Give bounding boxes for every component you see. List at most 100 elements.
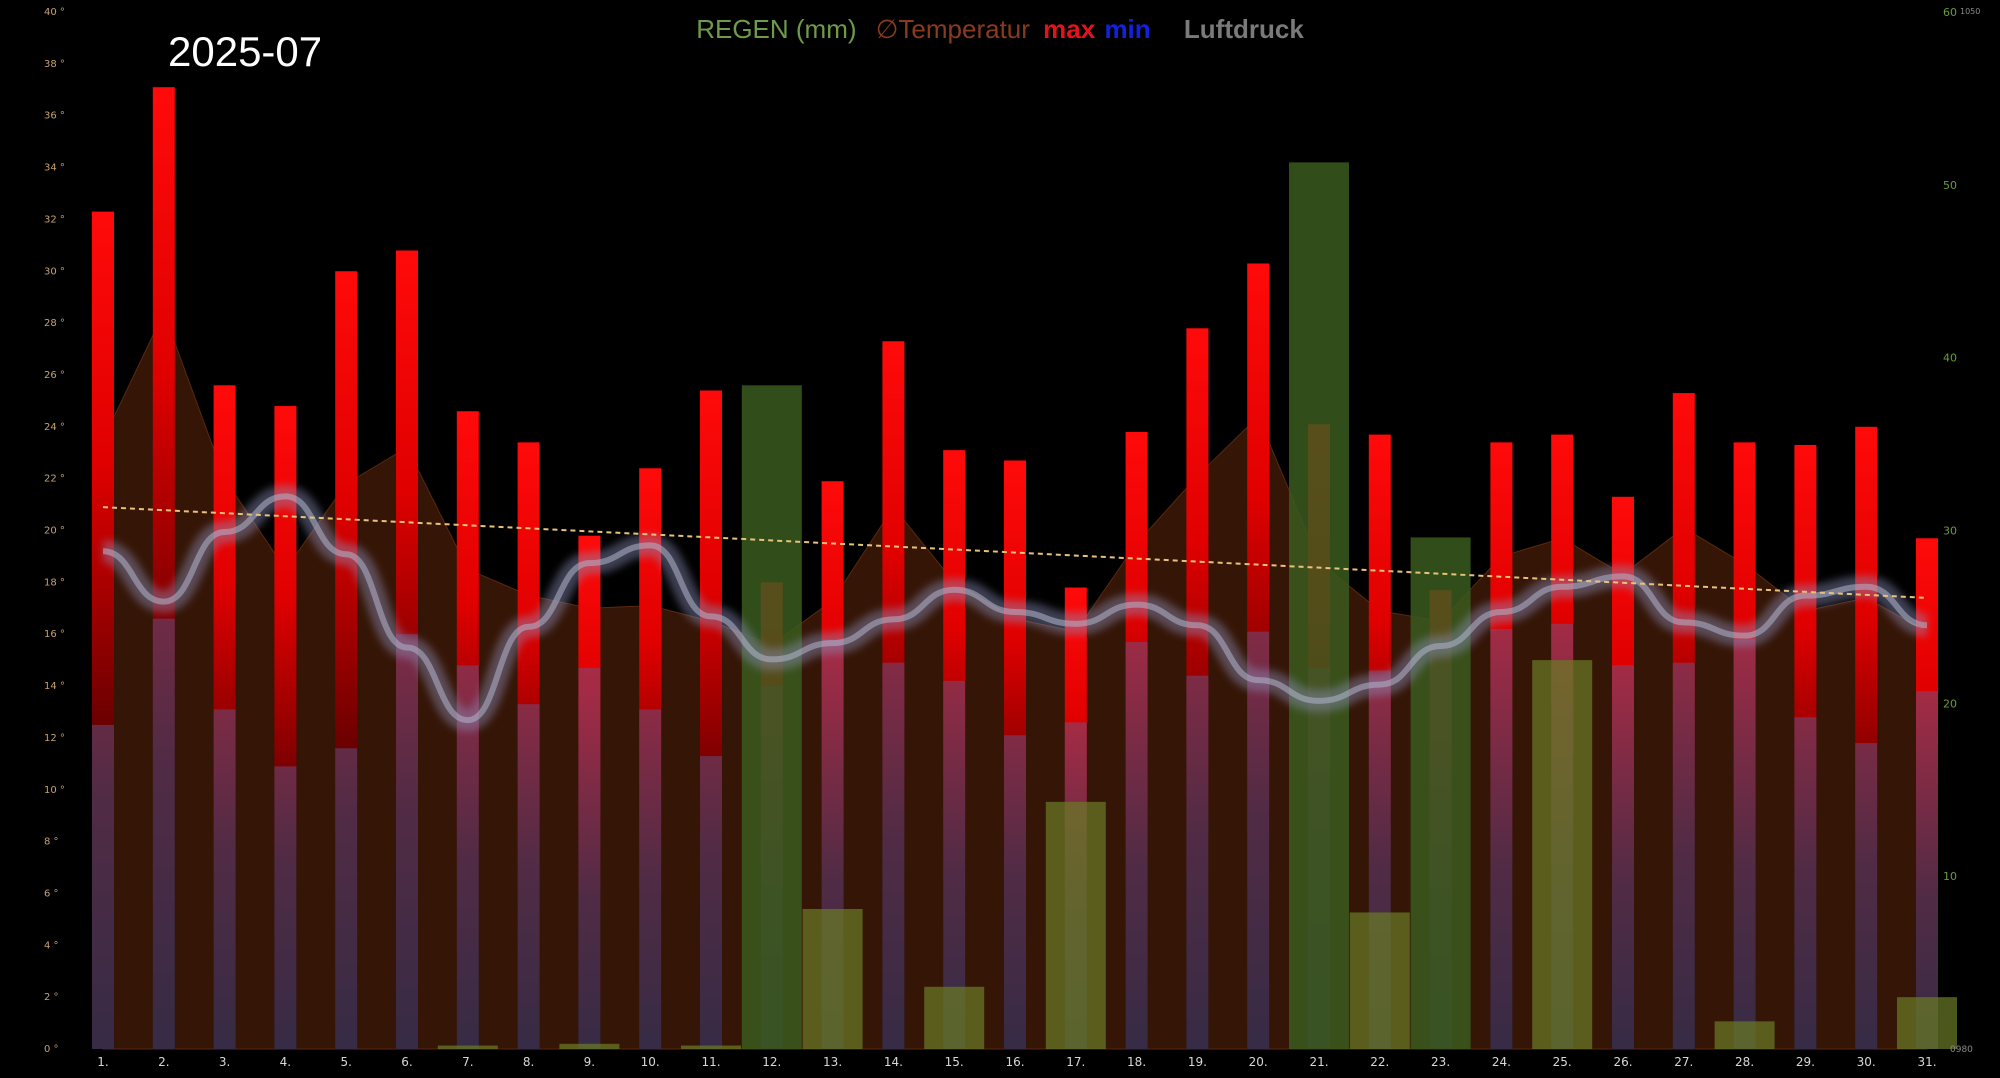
x-tick-label: 18.: [1127, 1055, 1146, 1069]
rain-bar: [1045, 801, 1106, 1049]
x-tick-label: 12.: [762, 1055, 781, 1069]
temperature-tick-label: 22 °: [44, 474, 65, 485]
max-temp-bar: [1186, 328, 1209, 1049]
x-tick-label: 25.: [1553, 1055, 1572, 1069]
x-tick-label: 28.: [1735, 1055, 1754, 1069]
x-tick-label: 2.: [158, 1055, 169, 1069]
max-temp-bar: [639, 468, 662, 1049]
temperature-tick-label: 32 °: [44, 214, 65, 225]
temperature-tick-label: 0 °: [44, 1044, 59, 1055]
temperature-tick-label: 14 °: [44, 681, 65, 692]
temperature-tick-label: 30 °: [44, 266, 65, 277]
rain-bar: [1532, 660, 1593, 1049]
max-temp-bar: [152, 87, 175, 1050]
x-tick-label: 17.: [1066, 1055, 1085, 1069]
min-temp-bar: [1733, 639, 1756, 1049]
x-tick-label: 23.: [1431, 1055, 1450, 1069]
legend-max: max: [1043, 14, 1096, 44]
min-temp-bar: [1490, 629, 1513, 1049]
max-temp-bar: [700, 390, 722, 1049]
x-tick-label: 11.: [701, 1055, 720, 1069]
x-tick-label: 14.: [884, 1055, 903, 1069]
temperature-tick-label: 28 °: [44, 318, 65, 329]
x-tick-label: 10.: [641, 1055, 660, 1069]
chart-title: 2025-07: [168, 28, 323, 75]
rain-bar: [1714, 1021, 1775, 1049]
temperature-tick-label: 18 °: [44, 577, 65, 588]
temperature-tick-label: 4 °: [44, 940, 59, 951]
chart-legend: REGEN (mm) ∅Temperatur max min Luftdruck: [0, 14, 2000, 45]
min-temp-bar: [1612, 665, 1634, 1049]
max-temp-bar: [92, 211, 114, 1049]
x-tick-label: 31.: [1917, 1055, 1936, 1069]
legend-avg-symbol: ∅: [875, 14, 899, 44]
min-temp-bar: [396, 634, 418, 1049]
x-tick-label: 24.: [1492, 1055, 1511, 1069]
x-tick-label: 26.: [1613, 1055, 1632, 1069]
temperature-tick-label: 10 °: [44, 785, 65, 796]
x-tick-label: 5.: [340, 1055, 351, 1069]
x-tick-label: 19.: [1188, 1055, 1207, 1069]
x-tick-label: 27.: [1674, 1055, 1693, 1069]
max-temp-bar: [1490, 442, 1513, 1050]
max-temp-bar: [1733, 442, 1756, 1050]
x-tick-label: 13.: [823, 1055, 842, 1069]
rain-tick-label: 40: [1943, 352, 1957, 365]
min-temp-bar: [1125, 641, 1148, 1049]
max-temp-bar: [821, 481, 844, 1049]
legend-avg-label: Temperatur: [898, 14, 1030, 44]
rain-tick-label: 30: [1943, 525, 1957, 538]
x-tick-label: 3.: [219, 1055, 230, 1069]
min-temp-bar: [213, 709, 236, 1049]
min-temp-bar: [152, 618, 175, 1049]
temperature-tick-label: 34 °: [44, 163, 65, 174]
max-temp-bar: [1125, 431, 1148, 1049]
x-tick-label: 6.: [401, 1055, 412, 1069]
pressure-line: [102, 493, 1928, 724]
x-tick-label: 29.: [1796, 1055, 1815, 1069]
max-temp-bar: [1612, 496, 1634, 1049]
min-temp-bar: [943, 680, 966, 1049]
min-temp-bar: [700, 756, 722, 1049]
rain-bar: [437, 1045, 498, 1049]
x-tick-label: 21.: [1309, 1055, 1328, 1069]
temperature-tick-label: 2 °: [44, 992, 59, 1003]
min-temp-bar: [1672, 662, 1695, 1049]
pressure-tick-label: 1050: [1960, 7, 1980, 16]
rain-tick-label: 10: [1943, 870, 1957, 883]
min-temp-bar: [517, 704, 540, 1049]
temperature-tick-label: 38 °: [44, 59, 65, 70]
min-temp-bar: [456, 665, 479, 1049]
rain-bar: [1897, 997, 1957, 1049]
legend-avg-temperature: ∅Temperatur: [876, 14, 1030, 44]
x-tick-label: 20.: [1249, 1055, 1268, 1069]
min-temp-bar: [1855, 743, 1878, 1049]
pressure-tick-label: 0980: [1950, 1045, 1973, 1055]
max-temp-bar: [1916, 538, 1938, 1049]
min-temp-bar: [1004, 735, 1026, 1049]
rain-bar: [681, 1045, 741, 1049]
x-tick-label: 4.: [280, 1055, 291, 1069]
min-temp-bar: [578, 667, 601, 1049]
rain-bar: [741, 385, 802, 1049]
max-temp-bar: [882, 341, 905, 1049]
rain-bar: [1289, 162, 1349, 1050]
temperature-tick-label: 26 °: [44, 370, 65, 381]
x-tick-label: 15.: [945, 1055, 964, 1069]
rain-bar: [924, 986, 985, 1049]
temperature-tick-label: 36 °: [44, 111, 65, 122]
temperature-tick-label: 20 °: [44, 526, 65, 537]
x-tick-label: 22.: [1370, 1055, 1389, 1069]
min-temp-bar: [92, 724, 114, 1049]
legend-min: min: [1104, 14, 1151, 44]
temperature-tick-label: 24 °: [44, 422, 65, 433]
max-temp-bar: [517, 442, 540, 1050]
max-temp-bar: [335, 271, 358, 1049]
min-temp-bar: [1794, 717, 1817, 1049]
min-temp-bar: [882, 662, 905, 1049]
x-tick-label: 30.: [1857, 1055, 1876, 1069]
min-temp-bar: [274, 766, 297, 1049]
min-temp-bar: [1916, 691, 1938, 1049]
max-temp-bar: [1247, 263, 1270, 1049]
legend-rain: REGEN (mm): [696, 14, 857, 44]
